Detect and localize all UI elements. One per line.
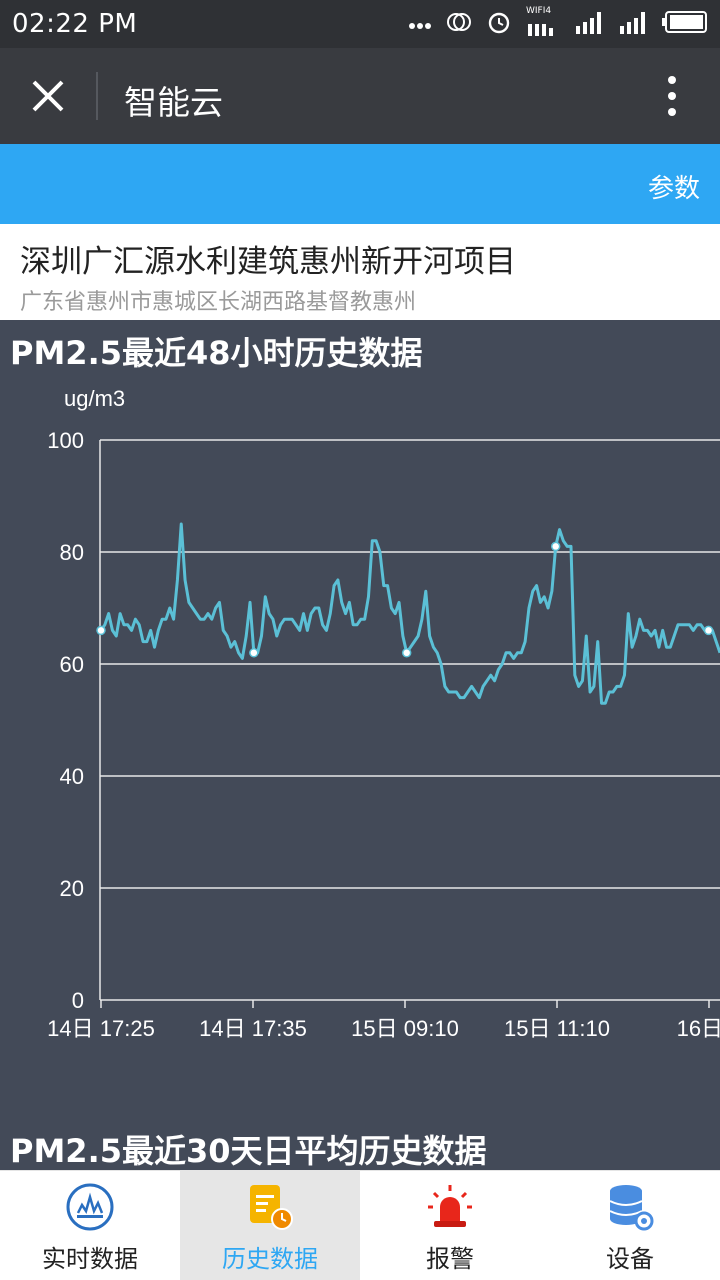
y-tick-label: 80 [60, 540, 84, 565]
nav-label: 报警 [426, 1245, 474, 1273]
status-icons: WIFI4 [408, 6, 708, 40]
project-info: 深圳广汇源水利建筑惠州新开河项目 广东省惠州市惠城区长湖西路基督教惠州 [0, 224, 720, 320]
sync-icon [446, 9, 472, 39]
data-point [401, 648, 412, 658]
status-time: 02:22 PM [12, 9, 138, 39]
signal-icon-2 [618, 10, 648, 38]
data-point [249, 648, 259, 658]
alarm-clock-icon [486, 9, 512, 39]
y-tick-label: 100 [47, 428, 84, 453]
param-button[interactable]: 参数 [647, 174, 700, 204]
database-gear-icon [606, 1183, 654, 1231]
y-tick-label: 20 [60, 876, 84, 901]
y-tick-label: 40 [60, 764, 84, 789]
x-tick-label: 16日 1 [677, 1016, 720, 1041]
nav-device[interactable]: 设备 [540, 1171, 720, 1280]
wifi-label: WIFI4 [526, 6, 552, 16]
bottom-nav: 实时数据 历史数据 报警 设备 [0, 1170, 720, 1280]
chart-title-30d: PM2.5最近30天日平均历史数据 [10, 1132, 487, 1170]
project-address: 广东省惠州市惠城区长湖西路基督教惠州 [20, 290, 417, 315]
nav-label: 设备 [606, 1245, 654, 1273]
x-tick-label: 14日 17:25 [47, 1016, 155, 1041]
data-point [96, 625, 106, 636]
more-dots-icon [408, 15, 432, 34]
wifi-signal-icon: WIFI4 [526, 6, 560, 38]
title-bar: 智能云 [0, 48, 720, 144]
series-line [99, 522, 720, 705]
nav-label: 实时数据 [42, 1245, 138, 1273]
project-name: 深圳广汇源水利建筑惠州新开河项目 [20, 244, 516, 280]
close-icon[interactable] [26, 74, 70, 118]
signal-icon-1 [574, 10, 604, 38]
x-tick-label: 15日 09:10 [351, 1016, 459, 1041]
data-point [703, 625, 714, 636]
chart-monitor-icon [66, 1183, 114, 1231]
nav-realtime[interactable]: 实时数据 [0, 1171, 180, 1280]
document-clock-icon [246, 1183, 294, 1231]
siren-icon [426, 1183, 474, 1231]
chart-title-48h: PM2.5最近48小时历史数据 [10, 334, 423, 372]
nav-label: 历史数据 [222, 1245, 318, 1273]
param-bar: 参数 [0, 144, 720, 224]
title-divider [96, 72, 98, 120]
x-tick-label: 15日 11:10 [504, 1016, 610, 1041]
pm25-48h-chart: ug/m3 0 20 40 60 80 100 14日 17:25 14日 17:35 15日 0… [47, 386, 720, 1041]
more-vertical-icon[interactable] [660, 72, 684, 120]
y-tick-label: 0 [72, 988, 84, 1013]
data-point [550, 541, 561, 552]
nav-history[interactable]: 历史数据 [180, 1171, 360, 1280]
status-bar: 02:22 PM WIFI4 [0, 0, 720, 48]
nav-alarm[interactable]: 报警 [360, 1171, 540, 1280]
y-axis-label: ug/m3 [64, 386, 125, 411]
chart-section: ug/m3 0 20 40 60 80 100 14日 17:25 14日 17:35 15日 0… [0, 320, 720, 1170]
y-tick-label: 60 [60, 652, 84, 677]
page-title: 智能云 [124, 83, 223, 122]
battery-icon [662, 11, 708, 37]
x-tick-label: 14日 17:35 [199, 1016, 307, 1041]
